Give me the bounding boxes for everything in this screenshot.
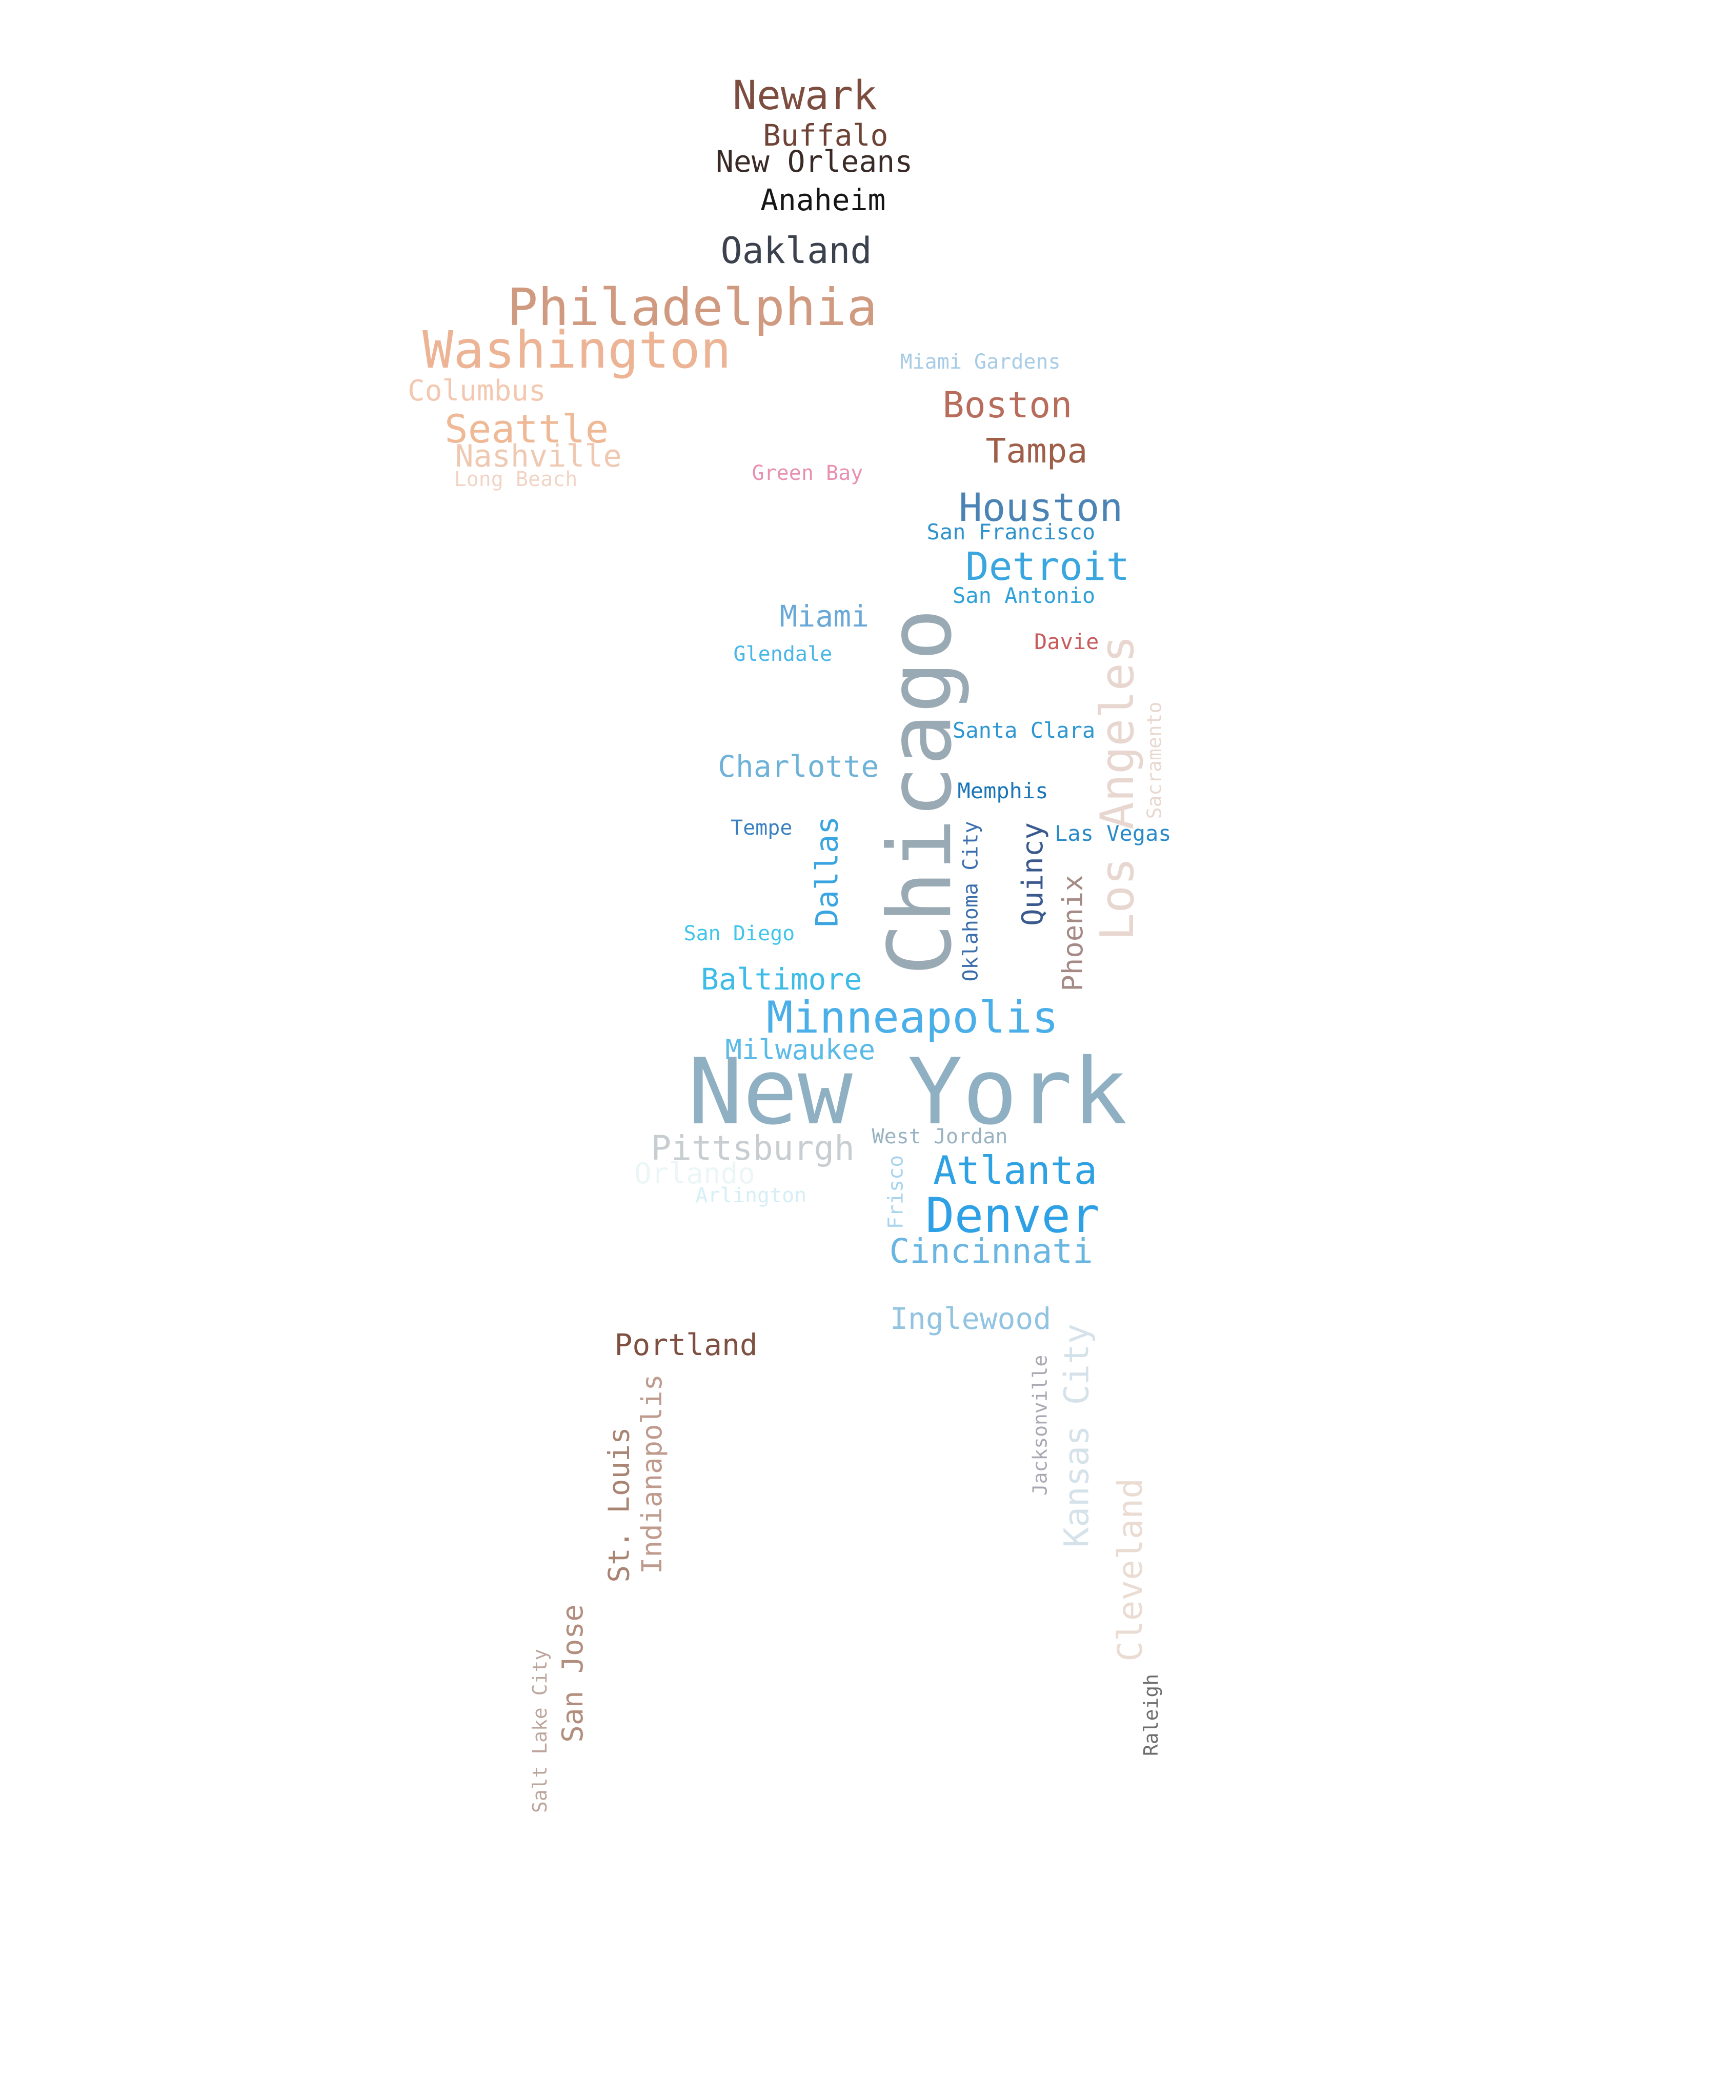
word-st-louis: St. Louis bbox=[602, 1427, 636, 1583]
word-los-angeles: Los Angeles bbox=[1091, 635, 1145, 941]
word-san-francisco: San Francisco bbox=[926, 519, 1096, 544]
word-atlanta: Atlanta bbox=[933, 1147, 1098, 1193]
word-west-jordan: West Jordan bbox=[872, 1125, 1008, 1148]
word-santa-clara: Santa Clara bbox=[953, 718, 1096, 743]
word-nashville: Nashville bbox=[455, 438, 622, 474]
word-cleveland: Cleveland bbox=[1110, 1478, 1150, 1662]
word-cincinnati: Cincinnati bbox=[889, 1231, 1093, 1271]
word-tampa: Tampa bbox=[985, 431, 1088, 471]
word-orlando: Orlando bbox=[634, 1157, 756, 1190]
word-kansas-city: Kansas City bbox=[1057, 1323, 1097, 1548]
word-arlington: Arlington bbox=[695, 1184, 807, 1207]
word-boston: Boston bbox=[942, 384, 1073, 426]
word-pittsburgh: Pittsburgh bbox=[651, 1128, 855, 1168]
word-denver: Denver bbox=[925, 1188, 1100, 1244]
word-long-beach: Long Beach bbox=[454, 468, 578, 491]
word-san-diego: San Diego bbox=[683, 922, 795, 945]
word-portland: Portland bbox=[614, 1327, 758, 1362]
word-anaheim: Anaheim bbox=[760, 183, 886, 217]
word-minneapolis: Minneapolis bbox=[766, 992, 1059, 1043]
word-las-vegas: Las Vegas bbox=[1055, 821, 1172, 846]
word-jacksonville: Jacksonville bbox=[1028, 1355, 1051, 1496]
word-miami-gardens: Miami Gardens bbox=[900, 350, 1061, 374]
word-phoenix: Phoenix bbox=[1056, 875, 1089, 992]
word-tempe: Tempe bbox=[731, 816, 793, 840]
word-charlotte: Charlotte bbox=[718, 749, 879, 784]
word-newark: Newark bbox=[733, 73, 877, 119]
word-inglewood: Inglewood bbox=[890, 1301, 1052, 1336]
word-frisco: Frisco bbox=[883, 1155, 907, 1229]
word-new-orleans: New Orleans bbox=[716, 144, 913, 179]
word-chicago: Chicago bbox=[870, 608, 972, 976]
word-washington: Washington bbox=[422, 320, 732, 380]
word-green-bay: Green Bay bbox=[752, 461, 863, 485]
word-indianapolis: Indianapolis bbox=[636, 1374, 669, 1574]
word-milwaukee: Milwaukee bbox=[725, 1034, 876, 1066]
word-quincy: Quincy bbox=[1016, 822, 1050, 926]
word-oklahoma-city: Oklahoma City bbox=[959, 821, 983, 982]
word-sacramento: Sacramento bbox=[1142, 701, 1165, 819]
word-columbus: Columbus bbox=[408, 374, 546, 408]
word-davie: Davie bbox=[1034, 629, 1099, 654]
word-salt-lake-city: Salt Lake City bbox=[529, 1648, 552, 1813]
word-miami: Miami bbox=[779, 599, 870, 634]
word-new-york: New York bbox=[688, 1039, 1127, 1145]
word-glendale: Glendale bbox=[733, 642, 833, 666]
word-houston: Houston bbox=[959, 484, 1123, 530]
word-dallas: Dallas bbox=[809, 816, 845, 927]
word-san-antonio: San Antonio bbox=[953, 583, 1096, 608]
word-memphis: Memphis bbox=[957, 778, 1048, 803]
word-buffalo: Buffalo bbox=[763, 118, 889, 153]
word-philadelphia: Philadelphia bbox=[507, 277, 878, 337]
word-seattle: Seattle bbox=[445, 406, 609, 452]
word-detroit: Detroit bbox=[965, 543, 1130, 589]
word-oakland: Oakland bbox=[720, 230, 872, 272]
word-raleigh: Raleigh bbox=[1140, 1673, 1163, 1756]
word-san-jose: San Jose bbox=[556, 1604, 590, 1743]
word-baltimore: Baltimore bbox=[701, 962, 862, 997]
